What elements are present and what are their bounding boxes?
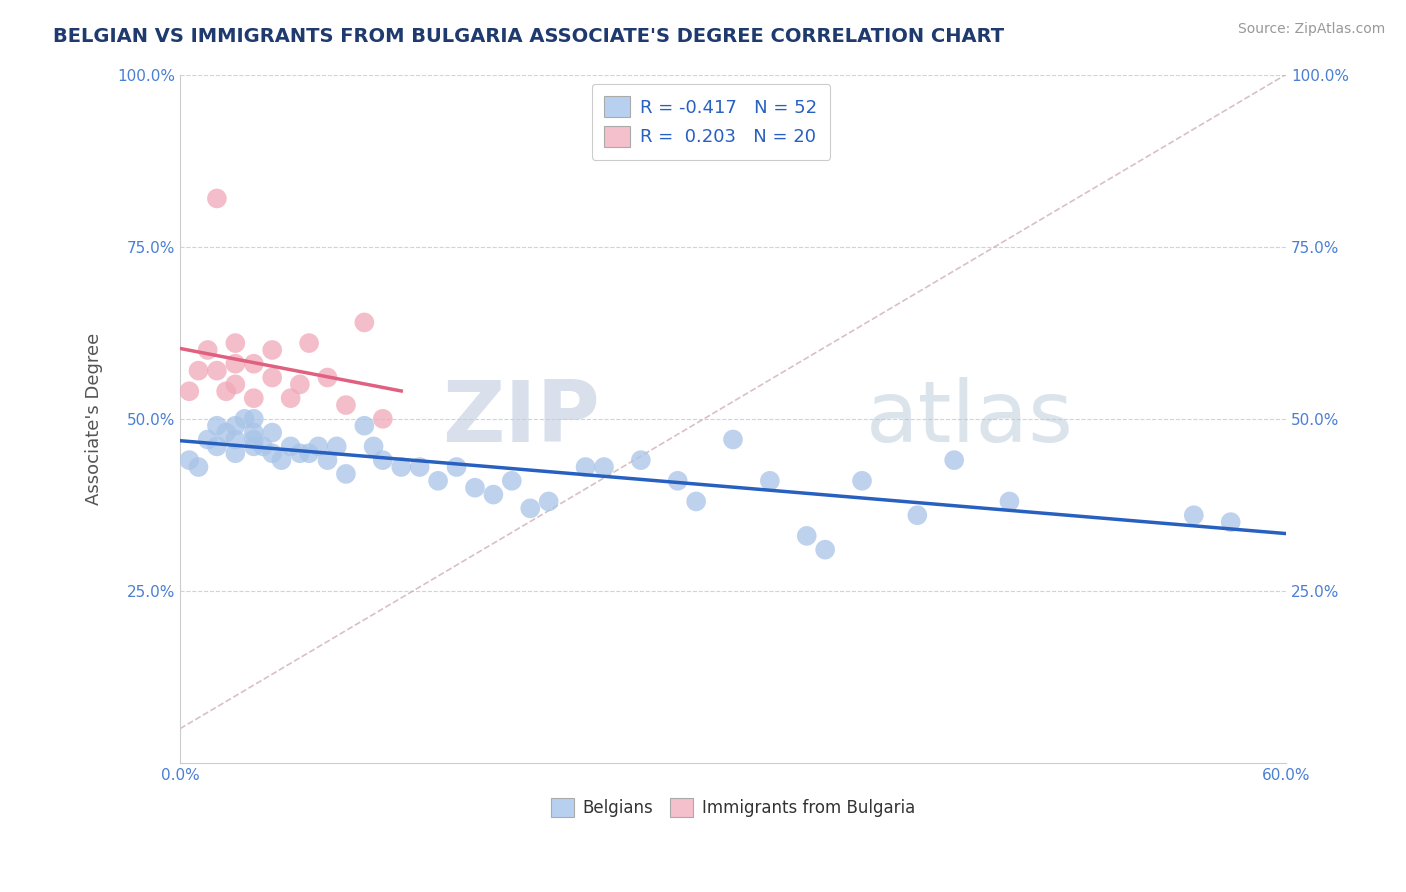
Point — [187, 363, 209, 377]
Point — [224, 357, 246, 371]
Point — [233, 412, 256, 426]
Point — [288, 377, 311, 392]
Y-axis label: Associate's Degree: Associate's Degree — [86, 333, 103, 505]
Point — [262, 425, 284, 440]
Point — [519, 501, 541, 516]
Point — [335, 467, 357, 481]
Text: Source: ZipAtlas.com: Source: ZipAtlas.com — [1237, 22, 1385, 37]
Point — [685, 494, 707, 508]
Point — [353, 315, 375, 329]
Point — [371, 412, 394, 426]
Text: ZIP: ZIP — [443, 377, 600, 460]
Point — [262, 446, 284, 460]
Point — [197, 433, 219, 447]
Point — [298, 446, 321, 460]
Point — [242, 439, 264, 453]
Point — [998, 494, 1021, 508]
Point — [215, 384, 238, 399]
Legend: Belgians, Immigrants from Bulgaria: Belgians, Immigrants from Bulgaria — [544, 791, 922, 823]
Point — [316, 453, 339, 467]
Point — [501, 474, 523, 488]
Point — [353, 418, 375, 433]
Point — [242, 357, 264, 371]
Point — [814, 542, 837, 557]
Point — [242, 412, 264, 426]
Point — [759, 474, 782, 488]
Point — [224, 446, 246, 460]
Point — [252, 439, 274, 453]
Point — [389, 460, 412, 475]
Point — [224, 418, 246, 433]
Point — [905, 508, 928, 523]
Point — [197, 343, 219, 357]
Point — [482, 487, 505, 501]
Point — [316, 370, 339, 384]
Point — [363, 439, 385, 453]
Point — [224, 377, 246, 392]
Point — [666, 474, 689, 488]
Point — [179, 384, 201, 399]
Point — [298, 336, 321, 351]
Point — [721, 433, 744, 447]
Point — [179, 453, 201, 467]
Point — [446, 460, 468, 475]
Point — [280, 391, 302, 405]
Point — [187, 460, 209, 475]
Point — [1219, 515, 1241, 529]
Point — [280, 439, 302, 453]
Point — [205, 439, 228, 453]
Point — [270, 453, 292, 467]
Point — [593, 460, 616, 475]
Point — [262, 370, 284, 384]
Point — [242, 391, 264, 405]
Point — [371, 453, 394, 467]
Text: atlas: atlas — [866, 377, 1074, 460]
Point — [215, 425, 238, 440]
Point — [943, 453, 966, 467]
Point — [464, 481, 486, 495]
Point — [574, 460, 596, 475]
Point — [851, 474, 873, 488]
Point — [262, 343, 284, 357]
Point — [537, 494, 560, 508]
Text: BELGIAN VS IMMIGRANTS FROM BULGARIA ASSOCIATE'S DEGREE CORRELATION CHART: BELGIAN VS IMMIGRANTS FROM BULGARIA ASSO… — [53, 27, 1004, 45]
Point — [205, 418, 228, 433]
Point — [427, 474, 450, 488]
Point — [325, 439, 347, 453]
Point — [307, 439, 329, 453]
Point — [630, 453, 652, 467]
Point — [335, 398, 357, 412]
Point — [796, 529, 818, 543]
Point — [224, 336, 246, 351]
Point — [205, 363, 228, 377]
Point — [242, 433, 264, 447]
Point — [408, 460, 430, 475]
Point — [224, 433, 246, 447]
Point — [288, 446, 311, 460]
Point — [205, 191, 228, 205]
Point — [242, 425, 264, 440]
Point — [1182, 508, 1205, 523]
